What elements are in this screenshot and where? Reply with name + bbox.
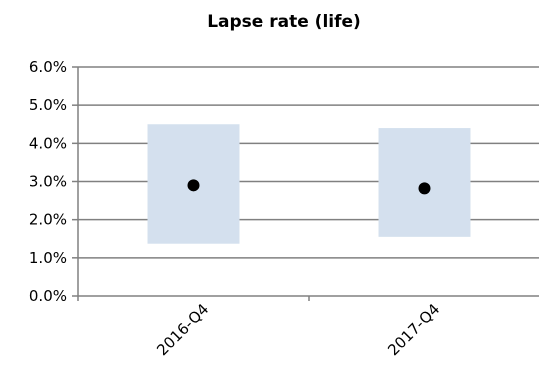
y-tick-labels: 0.0% 1.0% 2.0% 3.0% 4.0% 5.0% 6.0%	[29, 58, 67, 305]
y-tick-label: 6.0%	[29, 58, 67, 76]
x-tick-label: 2017-Q4	[384, 300, 443, 359]
y-tick-label: 3.0%	[29, 173, 67, 191]
y-tick-label: 2.0%	[29, 211, 67, 229]
y-tick-label: 1.0%	[29, 249, 67, 267]
data-points	[187, 179, 431, 195]
y-tick-label: 0.0%	[29, 287, 67, 305]
chart-title: Lapse rate (life)	[207, 12, 361, 32]
x-tick-label: 2016-Q4	[153, 300, 212, 359]
range-boxes	[147, 124, 471, 244]
axes	[72, 66, 539, 301]
y-tick-label: 4.0%	[29, 134, 67, 152]
y-tick-label: 5.0%	[29, 96, 67, 114]
data-point	[187, 179, 200, 192]
x-tick-labels: 2016-Q4 2017-Q4	[153, 300, 443, 359]
data-point	[418, 182, 431, 195]
